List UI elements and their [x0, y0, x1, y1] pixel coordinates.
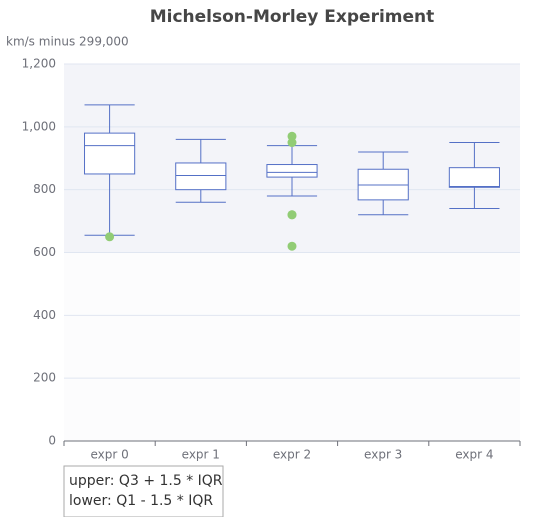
x-tick-label: expr 1	[182, 448, 220, 462]
x-tick-label: expr 0	[90, 448, 128, 462]
split-area	[64, 64, 520, 127]
y-tick-label: 1,000	[22, 119, 56, 133]
x-tick-label: expr 3	[364, 448, 402, 462]
outlier	[287, 138, 297, 148]
outlier	[287, 210, 297, 220]
box	[84, 132, 136, 175]
split-area	[64, 252, 520, 316]
split-area	[64, 378, 520, 441]
box	[175, 162, 227, 191]
subtitle: upper: Q3 + 1.5 * IQR	[69, 473, 223, 489]
y-tick-label: 400	[33, 308, 56, 322]
box	[266, 164, 318, 178]
x-tick-label: expr 4	[455, 448, 493, 462]
outlier	[105, 232, 115, 242]
y-tick-label: 800	[33, 182, 56, 196]
split-area	[64, 315, 520, 379]
outlier	[287, 241, 297, 251]
y-axis-title: km/s minus 299,000	[6, 35, 129, 49]
y-tick-label: 200	[33, 371, 56, 385]
chart-title: Michelson-Morley Experiment	[150, 7, 435, 27]
box	[448, 167, 500, 188]
subtitle-box	[63, 465, 224, 517]
subtitle: lower: Q1 - 1.5 * IQR	[69, 493, 213, 509]
y-tick-label: 1,200	[22, 57, 56, 71]
outlier	[287, 131, 297, 141]
x-tick-label: expr 2	[273, 448, 311, 462]
y-tick-label: 0	[48, 434, 56, 448]
y-tick-label: 600	[33, 245, 56, 259]
